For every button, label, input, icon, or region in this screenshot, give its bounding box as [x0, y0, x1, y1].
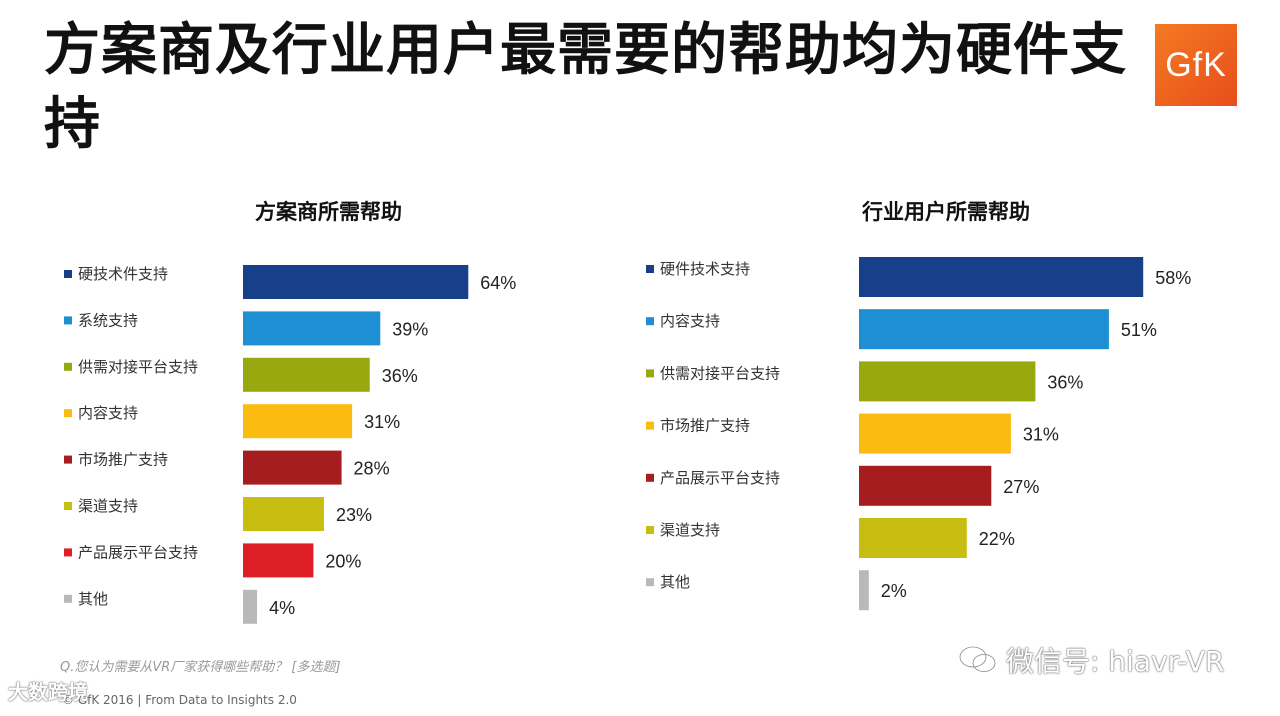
bar [243, 311, 381, 346]
value-label: 27% [1003, 477, 1039, 497]
category-label: 产品展示平台支持 [660, 469, 780, 487]
category-label: 其他 [660, 573, 690, 591]
legend-marker [646, 317, 654, 326]
bar [243, 497, 324, 531]
value-label: 58% [1155, 268, 1191, 288]
bar [243, 404, 353, 439]
bar [243, 543, 314, 578]
bar [859, 413, 1011, 454]
category-label: 硬件技术支持 [660, 260, 750, 278]
value-label: 2% [881, 581, 907, 601]
legend-marker [646, 473, 654, 482]
category-label: 内容支持 [78, 404, 138, 422]
value-label: 22% [979, 529, 1015, 549]
wechat-watermark: 微信号: hiavr-VR [958, 640, 1224, 680]
value-label: 23% [336, 505, 372, 525]
category-label: 供需对接平台支持 [78, 358, 198, 376]
value-label: 20% [325, 551, 361, 571]
legend-marker [64, 362, 72, 371]
bar [859, 257, 1144, 297]
legend-marker [64, 502, 72, 510]
category-label: 市场推广支持 [660, 417, 750, 435]
category-label: 硬技术件支持 [78, 265, 168, 283]
bar [243, 265, 469, 299]
value-label: 39% [392, 319, 428, 339]
category-label: 渠道支持 [660, 521, 720, 539]
category-label: 市场推广支持 [78, 451, 168, 469]
category-label: 系统支持 [78, 311, 138, 329]
value-label: 28% [354, 459, 390, 479]
value-label: 64% [480, 273, 516, 293]
source-note: © GfK 2016 | From Data to Insights 2.0 [62, 693, 297, 707]
bar [243, 357, 370, 392]
left-chart-title: 方案商所需帮助 [255, 200, 402, 224]
legend-marker [64, 455, 72, 464]
bar [859, 518, 967, 558]
bar [859, 570, 869, 611]
legend-marker [64, 594, 72, 603]
wechat-icon [958, 645, 997, 673]
right-chart-title: 行业用户所需帮助 [862, 200, 1030, 224]
category-label: 产品展示平台支持 [78, 543, 198, 561]
value-label: 31% [1023, 425, 1059, 445]
legend-marker [64, 548, 72, 557]
category-label: 供需对接平台支持 [660, 364, 780, 382]
gfk-logo: GfK [1155, 24, 1237, 106]
bar [859, 309, 1109, 350]
value-label: 36% [1047, 372, 1083, 392]
wechat-id-text: 微信号: hiavr-VR [1006, 645, 1225, 678]
value-label: 51% [1121, 320, 1157, 340]
legend-marker [646, 578, 654, 587]
page-title: 方案商及行业用户最需要的帮助均为硬件支持 [44, 18, 1127, 157]
bar [859, 465, 992, 506]
legend-marker [646, 265, 654, 273]
category-label: 内容支持 [660, 312, 720, 330]
legend-marker [646, 526, 654, 534]
survey-question-footnote: Q.您认为需要从VR厂家获得哪些帮助？ [多选题] [60, 660, 341, 675]
category-label: 渠道支持 [78, 497, 138, 515]
bar [243, 450, 342, 485]
legend-marker [64, 270, 72, 278]
value-label: 4% [269, 598, 295, 618]
watermark-left: 大数跨境 [8, 680, 88, 704]
value-label: 36% [382, 366, 418, 386]
legend-marker [64, 409, 72, 418]
bar [243, 589, 258, 624]
value-label: 31% [364, 412, 400, 432]
legend-marker [646, 421, 654, 430]
gfk-logo-text: GfK [1165, 45, 1227, 84]
legend-marker [646, 369, 654, 378]
category-label: 其他 [78, 590, 108, 608]
legend-marker [64, 316, 72, 325]
bar [859, 361, 1036, 402]
